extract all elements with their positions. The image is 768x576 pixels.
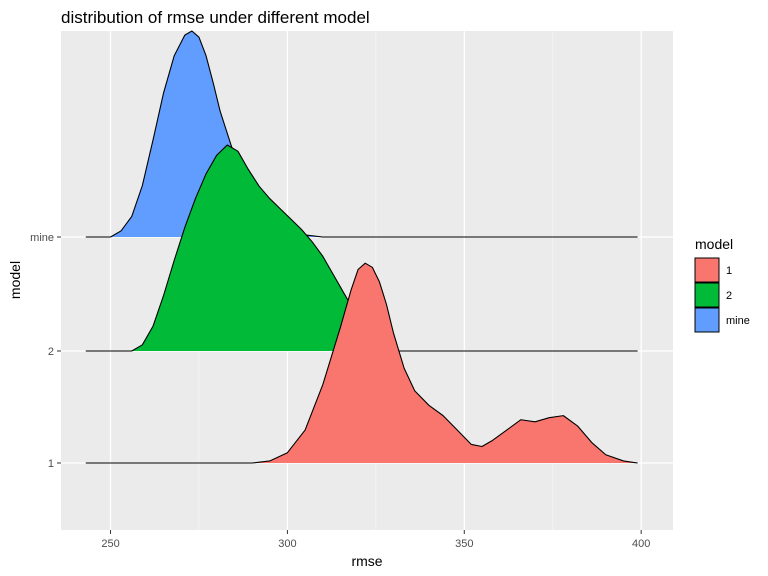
ridge-fill-1	[252, 263, 638, 463]
x-axis: 250 300 350 400	[101, 530, 650, 550]
legend-title: model	[695, 236, 733, 252]
legend-label-1: 1	[726, 265, 732, 277]
ridge-outline-1	[85, 262, 638, 464]
legend: model 1 2 mine	[694, 236, 750, 333]
legend-key-mine	[694, 307, 720, 333]
x-tick-label: 250	[101, 538, 119, 550]
y-tick-label: 1	[48, 458, 54, 470]
x-axis-title: rmse	[351, 553, 382, 569]
x-tick-label: 400	[632, 538, 650, 550]
y-axis: 1 2 mine	[30, 232, 61, 470]
density-ridges	[85, 30, 638, 464]
ridge-fill-2	[131, 145, 394, 351]
x-tick-label: 300	[278, 538, 296, 550]
y-tick-label: 2	[48, 346, 54, 358]
y-axis-title: model	[7, 261, 23, 299]
legend-key-2	[694, 282, 720, 308]
y-tick-label: mine	[30, 232, 54, 244]
x-tick-label: 350	[455, 538, 473, 550]
ridge-fill-mine	[110, 31, 323, 237]
chart-title: distribution of rmse under different mod…	[61, 8, 370, 27]
legend-label-2: 2	[726, 290, 732, 302]
legend-label-mine: mine	[726, 315, 750, 327]
legend-key-1	[694, 257, 720, 283]
